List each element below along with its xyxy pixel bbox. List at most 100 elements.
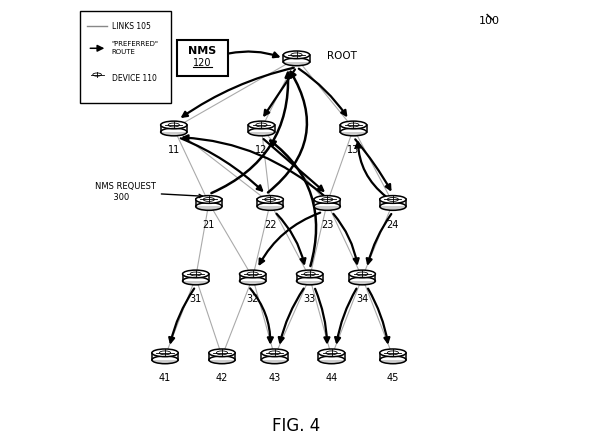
FancyArrowPatch shape [333, 214, 359, 264]
FancyArrowPatch shape [268, 72, 307, 192]
Ellipse shape [87, 71, 107, 78]
FancyArrowPatch shape [355, 139, 390, 190]
Ellipse shape [209, 356, 235, 364]
Ellipse shape [314, 202, 340, 210]
FancyBboxPatch shape [177, 41, 228, 76]
FancyArrowPatch shape [263, 61, 295, 126]
Text: 45: 45 [387, 373, 399, 383]
Text: 33: 33 [304, 294, 315, 304]
Ellipse shape [161, 128, 187, 136]
Text: "PREFERRED": "PREFERRED" [111, 41, 158, 47]
FancyArrowPatch shape [356, 142, 386, 197]
Text: 42: 42 [216, 373, 228, 383]
Text: NMS REQUEST
       300: NMS REQUEST 300 [95, 182, 202, 202]
Bar [248, 125, 275, 132]
Bar [87, 75, 107, 82]
FancyArrowPatch shape [299, 69, 346, 116]
FancyArrowPatch shape [276, 214, 305, 264]
FancyArrowPatch shape [310, 206, 327, 275]
Ellipse shape [380, 196, 406, 203]
Bar [314, 199, 340, 206]
FancyArrowPatch shape [229, 52, 278, 57]
Ellipse shape [380, 202, 406, 210]
FancyArrowPatch shape [260, 213, 320, 264]
Text: DEVICE 110: DEVICE 110 [111, 74, 157, 82]
FancyArrowPatch shape [310, 280, 331, 354]
Bar [380, 353, 406, 360]
FancyArrowPatch shape [175, 131, 208, 201]
Text: LINKS 105: LINKS 105 [111, 22, 151, 31]
FancyArrowPatch shape [176, 60, 294, 127]
FancyArrowPatch shape [355, 131, 391, 201]
Ellipse shape [196, 202, 222, 210]
FancyArrowPatch shape [183, 135, 325, 197]
Text: 41: 41 [159, 373, 171, 383]
FancyArrowPatch shape [329, 206, 361, 275]
Text: 24: 24 [387, 220, 399, 230]
Text: 44: 44 [326, 373, 337, 383]
Ellipse shape [380, 356, 406, 364]
FancyArrowPatch shape [270, 141, 316, 266]
FancyArrowPatch shape [279, 288, 304, 343]
FancyArrowPatch shape [166, 280, 195, 354]
FancyArrowPatch shape [333, 280, 361, 354]
Ellipse shape [196, 196, 222, 203]
Bar [240, 274, 266, 281]
Ellipse shape [262, 349, 288, 357]
Ellipse shape [318, 349, 345, 357]
Bar [196, 199, 222, 206]
Bar [340, 125, 366, 132]
Ellipse shape [152, 356, 178, 364]
Bar [296, 274, 323, 281]
Text: 43: 43 [269, 373, 280, 383]
FancyArrowPatch shape [328, 131, 353, 200]
FancyArrowPatch shape [197, 280, 221, 354]
Text: 22: 22 [264, 220, 276, 230]
Ellipse shape [380, 349, 406, 357]
Ellipse shape [183, 277, 209, 285]
Ellipse shape [262, 356, 288, 364]
FancyArrowPatch shape [211, 73, 291, 193]
FancyArrowPatch shape [250, 288, 273, 342]
Ellipse shape [161, 121, 187, 129]
FancyArrowPatch shape [223, 280, 251, 354]
Text: 21: 21 [203, 220, 215, 230]
Bar [349, 274, 375, 281]
Bar [161, 125, 187, 132]
FancyArrowPatch shape [315, 289, 329, 342]
Ellipse shape [283, 58, 310, 66]
FancyBboxPatch shape [81, 11, 171, 104]
FancyArrowPatch shape [183, 68, 294, 117]
Text: ROUTE: ROUTE [111, 49, 135, 55]
Ellipse shape [257, 196, 283, 203]
Ellipse shape [257, 202, 283, 210]
FancyArrowPatch shape [364, 206, 392, 275]
Text: 12: 12 [255, 145, 267, 155]
Text: NMS: NMS [188, 46, 216, 56]
Ellipse shape [340, 121, 366, 129]
Bar [183, 274, 209, 281]
Ellipse shape [87, 78, 107, 85]
Ellipse shape [349, 270, 375, 278]
Ellipse shape [296, 270, 323, 278]
Ellipse shape [283, 51, 310, 59]
Bar [283, 55, 310, 62]
FancyArrowPatch shape [253, 206, 270, 275]
Text: FIG. 4: FIG. 4 [272, 418, 321, 435]
Text: 11: 11 [168, 145, 180, 155]
FancyArrowPatch shape [253, 280, 274, 354]
FancyArrowPatch shape [262, 131, 270, 200]
Text: 13: 13 [347, 145, 359, 155]
FancyArrowPatch shape [196, 206, 208, 275]
Ellipse shape [318, 356, 345, 364]
Bar [257, 199, 283, 206]
FancyArrowPatch shape [368, 288, 390, 342]
FancyArrowPatch shape [181, 138, 262, 191]
Text: 32: 32 [247, 294, 259, 304]
Ellipse shape [209, 349, 235, 357]
FancyArrowPatch shape [335, 288, 356, 342]
Ellipse shape [314, 196, 340, 203]
Bar [262, 353, 288, 360]
FancyArrowPatch shape [276, 280, 308, 354]
Text: 34: 34 [356, 294, 368, 304]
